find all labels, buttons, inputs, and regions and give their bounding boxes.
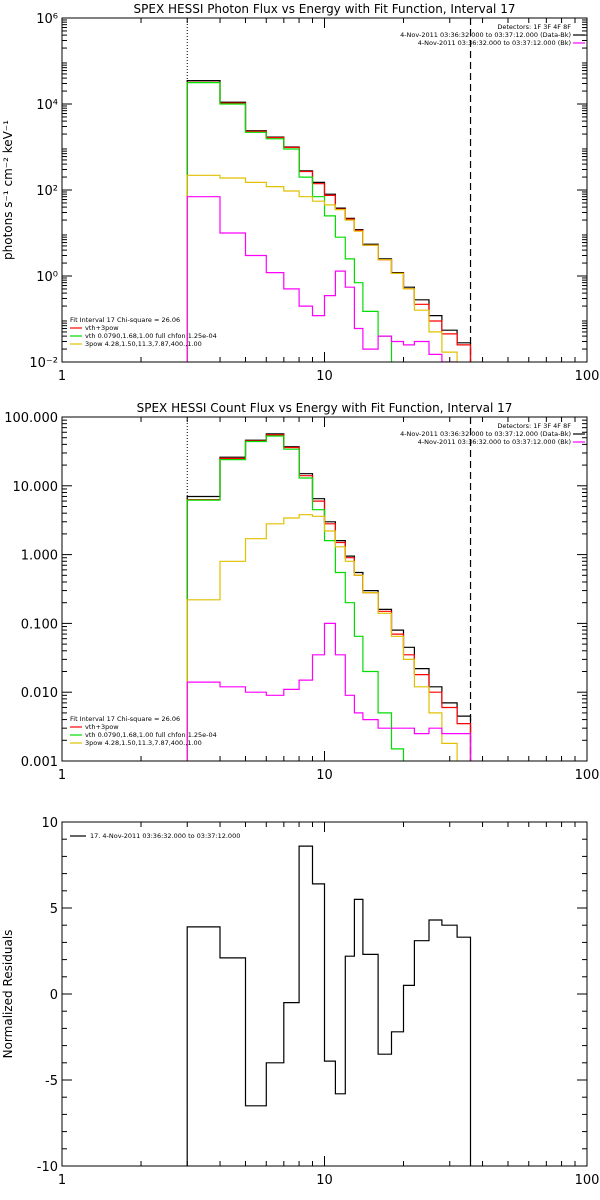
plot-area <box>186 80 472 362</box>
y-tick-label: 10 <box>41 816 58 831</box>
y-tick-label: 10⁶ <box>36 12 58 27</box>
legend-entry-text: 3pow 4.28,1.50,11.3,7.87,400.,1.00 <box>85 739 202 747</box>
x-tick-label: 100 <box>575 1173 600 1188</box>
legend-detectors: Detectors: 1F 3F 4F 8F <box>497 23 571 31</box>
plot-area <box>186 845 472 1166</box>
x-tick-label: 1 <box>58 768 66 783</box>
legend-entry-text: vth 0.0790,1.68,1.00 full chfon 1.25e-04 <box>85 332 217 340</box>
y-tick-label: 10² <box>36 184 58 199</box>
legend-entry-text: 4-Nov-2011 03:36:32.000 to 03:37:12.000 … <box>418 39 571 47</box>
x-tick-label: 100 <box>575 369 600 384</box>
y-tick-label: 0.001 <box>21 755 58 770</box>
series-bk-line <box>186 622 472 761</box>
legend-interval-text: 17. 4-Nov-2011 03:36:32.000 to 03:37:12.… <box>90 832 240 840</box>
y-tick-label: 0.010 <box>21 686 58 701</box>
chart-panel-2: SPEX HESSI Count Flux vs Energy with Fit… <box>4 401 600 783</box>
y-axis-label: photons s⁻¹ cm⁻² keV⁻¹ <box>1 120 15 260</box>
legend-entry-text: 3pow 4.28,1.50,11.3,7.87,400.,1.00 <box>85 340 202 348</box>
plot-frame <box>61 416 588 762</box>
legend-entry-text: vth+3pow <box>85 324 119 332</box>
series-vth-3pow-line <box>186 81 472 362</box>
y-tick-label: -10 <box>37 1160 58 1175</box>
y-tick-label: 10⁰ <box>36 270 58 285</box>
legend-fit-info: Fit Interval 17 Chi-square = 26.06 <box>70 316 180 324</box>
legend-entry-text: vth 0.0790,1.68,1.00 full chfon 1.25e-04 <box>85 731 217 739</box>
x-tick-label: 1 <box>58 369 66 384</box>
x-tick-label: 10 <box>316 1173 333 1188</box>
chart-panel-1: SPEX HESSI Photon Flux vs Energy with Fi… <box>1 2 600 384</box>
x-tick-label: 10 <box>316 369 333 384</box>
legend-fit-info: Fit Interval 17 Chi-square = 26.06 <box>70 715 180 723</box>
y-tick-label: 10.000 <box>13 480 59 495</box>
y-tick-label: 5 <box>50 902 58 917</box>
y-tick-label: 100.000 <box>4 411 58 426</box>
y-tick-label: 10⁴ <box>36 98 58 113</box>
legend-entry-text: 4-Nov-2011 03:36:32.000 to 03:37:12.000 … <box>400 430 571 438</box>
chart-panel-3: Normalized Residuals 1 10 100 -10 -5 0 5 10 17. 4… <box>1 816 600 1188</box>
legend-entry-text: vth+3pow <box>85 723 119 731</box>
series-vth-line <box>186 435 405 761</box>
series-3pow-line <box>186 174 458 362</box>
chart-title: SPEX HESSI Photon Flux vs Energy with Fi… <box>134 2 516 16</box>
legend-entry-text: 4-Nov-2011 03:36:32.000 to 03:37:12.000 … <box>418 438 571 446</box>
x-tick-label: 10 <box>316 768 333 783</box>
y-tick-label: 0 <box>50 988 58 1003</box>
y-axis-label: Normalized Residuals <box>1 930 15 1059</box>
series-17--line <box>186 845 472 1166</box>
y-tick-label: 1.000 <box>21 549 58 564</box>
chart-title: SPEX HESSI Count Flux vs Energy with Fit… <box>137 401 513 415</box>
plot-frame <box>61 821 588 1167</box>
series-3pow-line <box>186 514 458 761</box>
legend-detectors: Detectors: 1F 3F 4F 8F <box>497 422 571 430</box>
x-tick-label: 1 <box>58 1173 66 1188</box>
x-tick-label: 100 <box>575 768 600 783</box>
series-vth-line <box>186 82 393 362</box>
y-tick-label: 0.100 <box>21 617 58 632</box>
y-tick-label: -5 <box>45 1074 58 1089</box>
legend-entry-text: 4-Nov-2011 03:36:32.000 to 03:37:12.000 … <box>400 31 571 39</box>
plot-area <box>186 433 472 761</box>
series-bk-line <box>186 196 458 362</box>
plot-frame <box>61 17 588 363</box>
y-tick-label: 10⁻² <box>29 356 58 371</box>
series-data-bk-line <box>186 433 472 761</box>
